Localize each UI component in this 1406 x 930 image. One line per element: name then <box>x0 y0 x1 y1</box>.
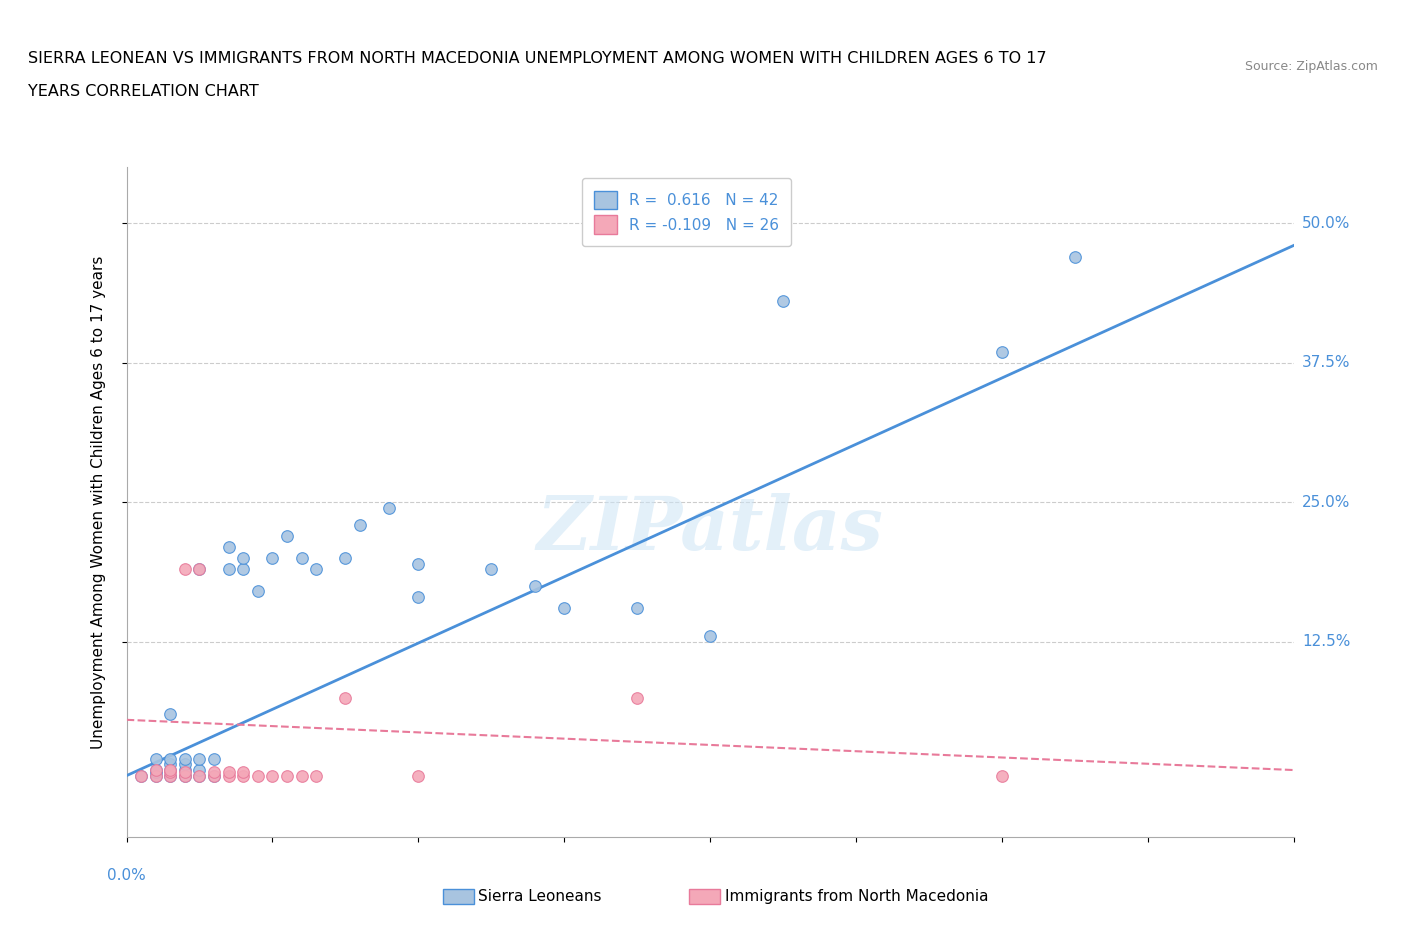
Point <box>523 578 546 593</box>
Point <box>218 768 240 783</box>
Point <box>772 294 794 309</box>
Point <box>1063 249 1085 264</box>
Text: ZIPatlas: ZIPatlas <box>537 493 883 565</box>
Point <box>553 601 575 616</box>
Text: 25.0%: 25.0% <box>1302 495 1350 510</box>
Point <box>174 751 197 766</box>
Point <box>990 768 1012 783</box>
Point <box>129 768 152 783</box>
Point <box>626 690 648 705</box>
Point <box>276 768 298 783</box>
Legend: R =  0.616   N = 42, R = -0.109   N = 26: R = 0.616 N = 42, R = -0.109 N = 26 <box>582 179 792 246</box>
Point <box>276 528 298 543</box>
Point <box>408 768 430 783</box>
Point <box>159 707 181 722</box>
Point <box>305 562 328 577</box>
Point <box>174 757 197 772</box>
Point <box>232 551 254 565</box>
Point <box>188 562 211 577</box>
Point <box>202 751 225 766</box>
Point <box>188 768 211 783</box>
Point <box>145 751 167 766</box>
Point <box>626 601 648 616</box>
Point <box>145 764 167 779</box>
Point <box>202 764 225 779</box>
Point <box>174 768 197 783</box>
Point <box>145 768 167 783</box>
Point <box>202 768 225 783</box>
Point <box>378 500 401 515</box>
Y-axis label: Unemployment Among Women with Children Ages 6 to 17 years: Unemployment Among Women with Children A… <box>91 256 105 749</box>
Point <box>188 763 211 777</box>
Point <box>335 551 357 565</box>
Text: Immigrants from North Macedonia: Immigrants from North Macedonia <box>725 889 988 904</box>
Text: 50.0%: 50.0% <box>1302 216 1350 231</box>
Point <box>218 764 240 779</box>
Point <box>232 764 254 779</box>
Text: 12.5%: 12.5% <box>1302 634 1350 649</box>
Point <box>246 584 269 599</box>
Point <box>159 763 181 777</box>
Text: Source: ZipAtlas.com: Source: ZipAtlas.com <box>1244 60 1378 73</box>
Point <box>145 763 167 777</box>
Text: 0.0%: 0.0% <box>107 868 146 883</box>
Point <box>232 768 254 783</box>
Point <box>290 551 312 565</box>
Point <box>262 768 284 783</box>
Text: Sierra Leoneans: Sierra Leoneans <box>478 889 602 904</box>
Point <box>145 763 167 777</box>
Point <box>159 768 181 783</box>
Point <box>159 751 181 766</box>
Point <box>699 629 721 644</box>
Point <box>232 562 254 577</box>
Point <box>479 562 502 577</box>
Point <box>174 764 197 779</box>
Point <box>159 764 181 779</box>
Point <box>159 757 181 772</box>
Point <box>129 768 152 783</box>
Point <box>990 344 1012 359</box>
Point <box>188 768 211 783</box>
Point <box>305 768 328 783</box>
Point <box>159 763 181 777</box>
Point <box>202 768 225 783</box>
Point <box>188 562 211 577</box>
Point <box>335 690 357 705</box>
Point <box>246 768 269 783</box>
Point <box>290 768 312 783</box>
Point <box>408 556 430 571</box>
Text: SIERRA LEONEAN VS IMMIGRANTS FROM NORTH MACEDONIA UNEMPLOYMENT AMONG WOMEN WITH : SIERRA LEONEAN VS IMMIGRANTS FROM NORTH … <box>28 51 1046 66</box>
Point <box>218 562 240 577</box>
Text: 37.5%: 37.5% <box>1302 355 1350 370</box>
Point <box>262 551 284 565</box>
Point <box>408 590 430 604</box>
Point <box>159 768 181 783</box>
Point <box>349 517 371 532</box>
Point <box>145 768 167 783</box>
Point <box>174 768 197 783</box>
Point <box>218 539 240 554</box>
Point <box>174 562 197 577</box>
Point <box>174 763 197 777</box>
Text: YEARS CORRELATION CHART: YEARS CORRELATION CHART <box>28 84 259 99</box>
Point <box>188 751 211 766</box>
